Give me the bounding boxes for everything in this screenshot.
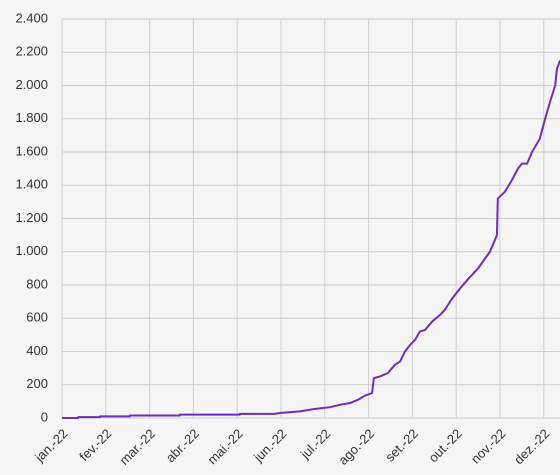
y-tick-label: 200: [26, 376, 48, 391]
x-tick-label: abr.-22: [163, 426, 202, 465]
y-tick-label: 2.000: [15, 77, 48, 92]
x-tick-label: jan.-22: [31, 426, 70, 465]
x-tick-label: out.-22: [426, 426, 465, 465]
y-tick-label: 1.000: [15, 243, 48, 258]
line: [62, 60, 560, 419]
x-tick-label: jun.-22: [250, 426, 289, 465]
y-tick-label: 600: [26, 310, 48, 325]
y-tick-label: 1.800: [15, 110, 48, 125]
x-tick-label: mar.-22: [116, 426, 158, 468]
y-tick-label: 800: [26, 276, 48, 291]
y-tick-label: 1.200: [15, 210, 48, 225]
x-tick-label: mai.-22: [204, 426, 245, 467]
y-tick-label: 0: [41, 409, 48, 424]
x-tick-label: fev.-22: [76, 426, 114, 464]
x-tick-label: dez.-22: [511, 426, 552, 467]
y-tick-label: 2.400: [15, 10, 48, 25]
x-tick-label: set.-22: [382, 426, 421, 465]
x-tick-label: ago.-22: [335, 426, 377, 468]
x-tick-label: nov.-22: [468, 426, 509, 467]
y-tick-label: 1.600: [15, 143, 48, 158]
y-tick-label: 2.200: [15, 44, 48, 59]
y-tick-label: 400: [26, 343, 48, 358]
y-tick-label: 1.400: [15, 177, 48, 192]
x-tick-label: jul.-22: [297, 426, 333, 462]
